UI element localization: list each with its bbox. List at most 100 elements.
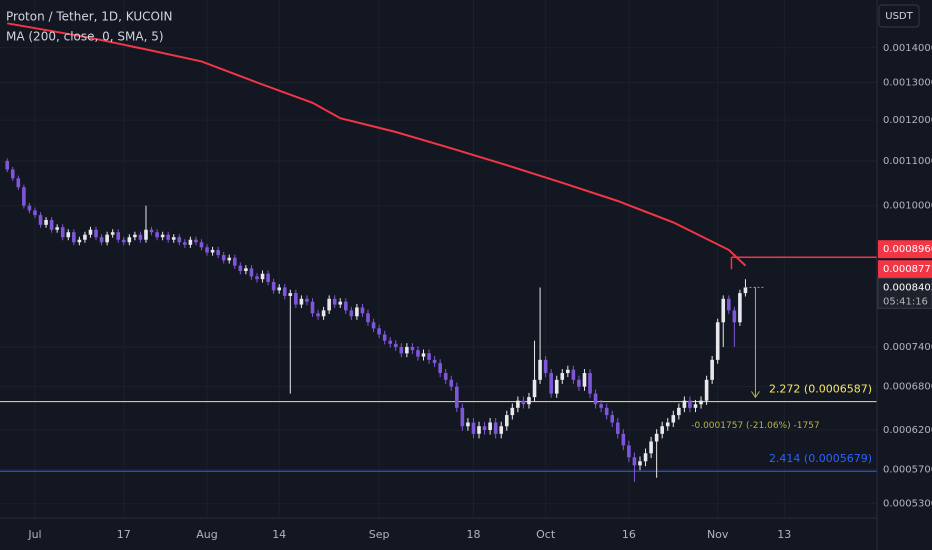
candle-body xyxy=(665,422,670,427)
candle-body xyxy=(266,273,270,282)
candle-body xyxy=(543,359,548,374)
candle-body xyxy=(632,457,637,466)
candle-body xyxy=(499,426,504,434)
candle-body xyxy=(88,229,93,235)
candle-body xyxy=(532,379,537,398)
grid xyxy=(0,0,877,518)
candle-body xyxy=(493,422,498,434)
candle-body xyxy=(299,298,304,305)
candle-body xyxy=(704,379,709,401)
candle-body xyxy=(321,310,326,317)
candle-body xyxy=(482,426,487,431)
candle-body xyxy=(366,313,370,323)
candle-body xyxy=(732,310,737,323)
candle-body xyxy=(83,234,87,240)
candle-body xyxy=(538,359,542,380)
candle-body xyxy=(138,234,143,240)
candle-body xyxy=(149,229,154,233)
candle-body xyxy=(160,234,165,238)
x-tick-label: Sep xyxy=(369,528,390,541)
candle-body xyxy=(227,257,232,261)
candle-body xyxy=(288,293,293,296)
x-tick-label: Oct xyxy=(536,528,556,541)
candle-body xyxy=(621,433,626,446)
candle-body xyxy=(127,237,132,243)
candle-body xyxy=(360,307,365,314)
candle-body xyxy=(443,373,448,380)
price-label: 0.0008771 xyxy=(883,264,932,275)
candle-body xyxy=(44,219,48,225)
x-tick-label: 14 xyxy=(272,528,286,541)
candle-body xyxy=(382,334,387,341)
candle-body xyxy=(5,160,10,170)
candle-body xyxy=(155,232,159,238)
candle-body xyxy=(671,415,676,423)
candle-body xyxy=(355,307,359,317)
candle-body xyxy=(33,210,37,216)
candle-body xyxy=(699,400,703,405)
price-label-box xyxy=(878,260,932,279)
candle-body xyxy=(194,239,198,243)
candle-body xyxy=(516,400,520,408)
candle-body xyxy=(721,298,726,323)
candle-body xyxy=(554,379,559,394)
candle-body xyxy=(49,219,54,230)
chart-title: Proton / Tether, 1D, KUCOIN xyxy=(6,10,172,24)
candle-body xyxy=(654,433,659,442)
x-tick-label: 16 xyxy=(622,528,636,541)
candle-body xyxy=(627,445,631,458)
candle-body xyxy=(455,386,459,408)
candle-body xyxy=(282,287,287,296)
y-tick-label: 0.0005700 xyxy=(883,464,932,475)
candle-body xyxy=(144,229,148,240)
candle-body xyxy=(610,415,615,423)
candle-body xyxy=(221,255,226,261)
candle-body xyxy=(371,322,376,329)
candle-body xyxy=(615,422,620,434)
candle-body xyxy=(38,215,43,225)
measure-label: -0.0001757 (-21.06%) -1757 xyxy=(691,421,819,431)
candle-body xyxy=(310,301,315,314)
candle-body xyxy=(316,313,320,317)
y-tick-label: 0.0012000 xyxy=(883,115,932,126)
ma-line xyxy=(7,22,747,267)
candle-body xyxy=(216,249,220,256)
candle-body xyxy=(593,393,598,405)
price-countdown: 05:41:16 xyxy=(883,296,928,307)
candle-body xyxy=(60,227,65,238)
candle-body xyxy=(271,281,276,291)
candle-body xyxy=(110,232,115,235)
y-tick-label: 0.0005300 xyxy=(883,499,932,510)
candle-body xyxy=(432,359,437,364)
candle-body xyxy=(232,257,237,266)
currency[interactable]: USDT xyxy=(885,11,913,22)
candle-body xyxy=(710,359,714,380)
y-tick-label: 0.0006800 xyxy=(883,382,932,393)
candle-body xyxy=(660,426,664,434)
candle-body xyxy=(294,293,298,305)
candle-body xyxy=(466,422,470,427)
candle-body xyxy=(199,242,204,248)
candle-body xyxy=(349,310,354,317)
y-tick-label: 0.0010000 xyxy=(883,201,932,212)
candle-body xyxy=(571,369,576,380)
candle-body xyxy=(277,287,281,291)
y-tick-label: 0.0011000 xyxy=(883,156,932,167)
candle-body xyxy=(549,373,553,394)
candle-body xyxy=(77,239,82,243)
candle-body xyxy=(388,340,393,344)
currency-box[interactable] xyxy=(878,4,920,28)
candle-body xyxy=(638,461,642,466)
candle-body xyxy=(604,407,609,416)
x-tick-label: Nov xyxy=(707,528,729,541)
plot: 2.272 (0.0006587) 2.414 (0.0005679) -0.000… xyxy=(0,22,877,482)
y-tick-label: 0.0014000 xyxy=(883,43,932,54)
candle-body xyxy=(22,187,26,206)
candle-body xyxy=(377,328,381,335)
axes: 0.0014000 0.0013000 0.0012000 0.0011000 0.00… xyxy=(27,43,932,541)
x-tick-label: 13 xyxy=(777,528,791,541)
x-tick-label: Jul xyxy=(27,528,41,541)
y-tick-label: 0.0006200 xyxy=(883,425,932,436)
level-label: 2.272 (0.0006587) xyxy=(769,383,872,396)
